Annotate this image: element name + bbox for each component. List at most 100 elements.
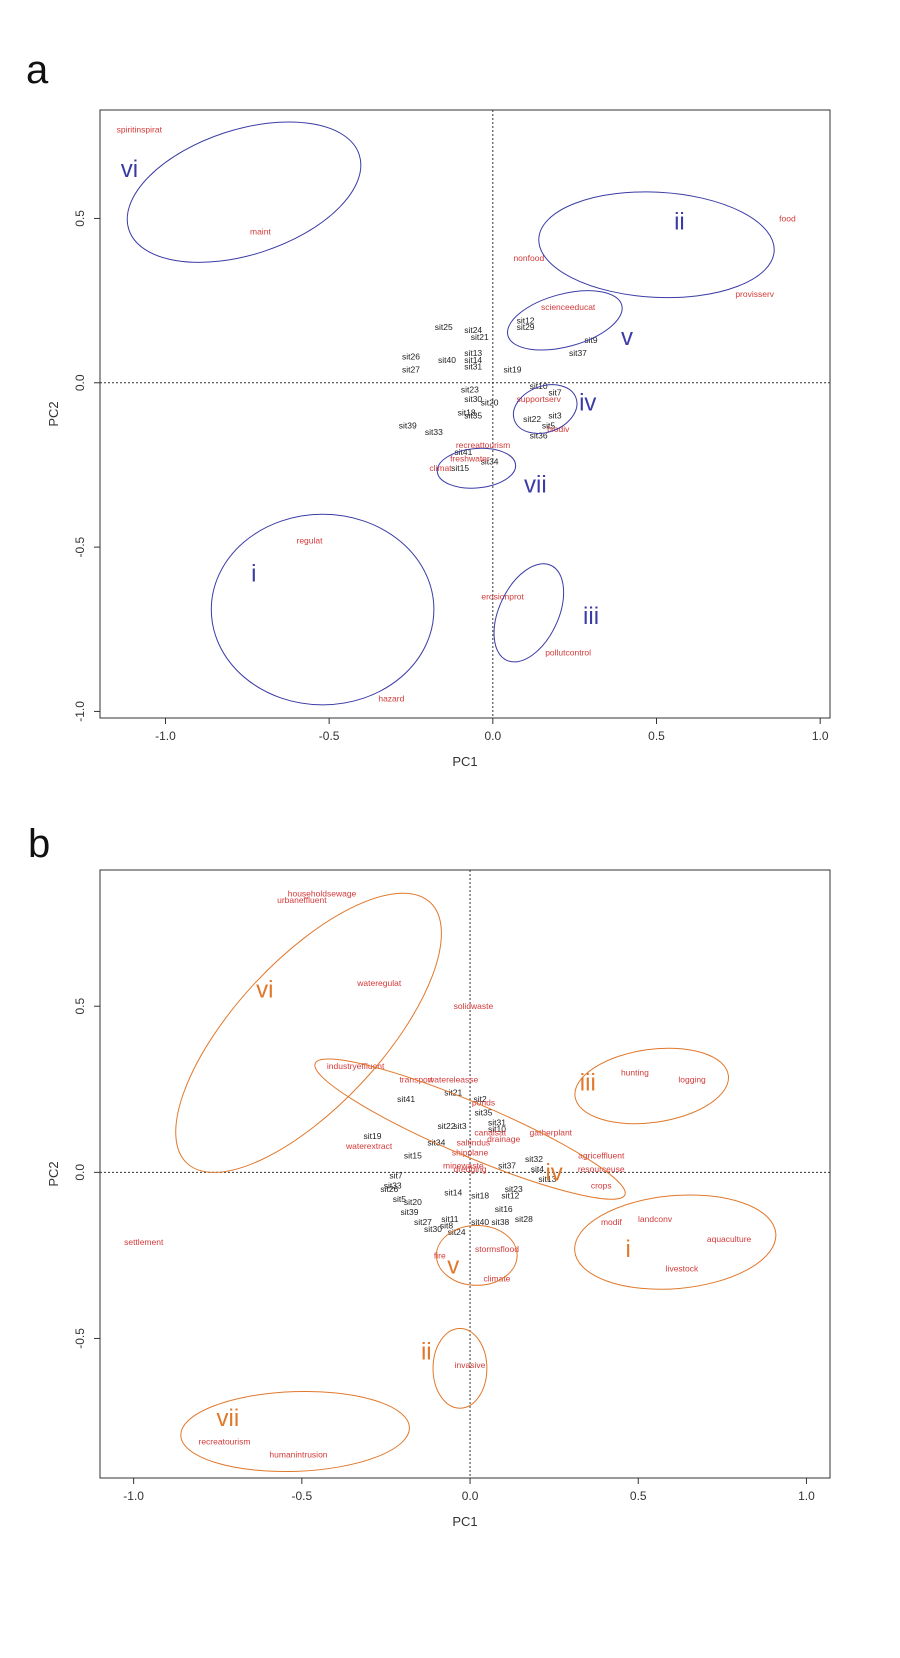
site-label: sit28 [515, 1214, 533, 1224]
variable-label: householdsewage [288, 888, 357, 898]
variable-label: livestock [666, 1264, 699, 1274]
site-label: sit36 [530, 430, 548, 440]
variable-label: waterextract [345, 1141, 393, 1151]
variable-label: minewaste [443, 1161, 484, 1171]
site-label: sit18 [458, 407, 476, 417]
variable-label: supportserv [516, 394, 561, 404]
x-tick-label-a: -1.0 [155, 729, 176, 743]
x-axis-title-a: PC1 [452, 754, 477, 769]
variable-label: spiritinspirat [117, 125, 163, 135]
site-label: sit8 [440, 1220, 454, 1230]
site-label: sit31 [464, 361, 482, 371]
biplot-panel-a: -1.0 -0.5 0.0 0.5 1.0 -1.0 -0.5 0.0 0.5 PC1 PC2 sit… [46, 109, 831, 769]
y-tick-label-b: 0.0 [73, 1164, 87, 1181]
group-label-i: i [251, 560, 256, 587]
x-tick-label-a: 0.0 [484, 729, 501, 743]
variable-label: gatherplant [530, 1127, 573, 1137]
site-label: sit30 [464, 394, 482, 404]
variable-label: maint [250, 227, 271, 237]
variable-label: settlement [124, 1237, 164, 1247]
group-ellipse-ii [538, 191, 775, 299]
site-label: sit34 [427, 1137, 445, 1147]
group-label-iv: iv [579, 389, 596, 416]
group-label-vi: vi [121, 156, 138, 183]
x-axis-title-b: PC1 [452, 1514, 477, 1529]
group-label-ii: ii [421, 1339, 432, 1366]
site-label: sit16 [495, 1204, 513, 1214]
variable-label: food [779, 213, 796, 223]
site-label: sit14 [464, 355, 482, 365]
site-label: sit4 [531, 1164, 545, 1174]
site-label: sit3 [548, 411, 562, 421]
site-label: sit5 [542, 421, 556, 431]
variable-label: recreattourism [456, 440, 510, 450]
variable-label: erosionprot [481, 591, 524, 601]
panel-letter-b: b [28, 822, 51, 866]
site-label: sit33 [384, 1181, 402, 1191]
variable-label: pollutcontrol [545, 647, 591, 657]
group-label-iv: iv [545, 1159, 562, 1186]
variable-label: nonfood [513, 253, 544, 263]
biplot-panel-b: -1.0 -0.5 0.0 0.5 1.0 -0.5 0.0 0.5 PC1 PC2 sit21 si… [46, 869, 831, 1529]
variable-label: fire [434, 1250, 446, 1260]
variable-label: transport [399, 1074, 433, 1084]
group-ellipse-iv [512, 384, 578, 434]
site-label: sit26 [380, 1184, 398, 1194]
variable-label: aquaculture [707, 1234, 752, 1244]
site-label: sit2 [474, 1094, 488, 1104]
site-label: sit18 [471, 1191, 489, 1201]
site-label: sit23 [505, 1184, 523, 1194]
site-label: sit3 [453, 1121, 467, 1131]
site-label: sit35 [475, 1108, 493, 1118]
y-tick-label-a: 0.0 [73, 374, 87, 391]
site-label: sit34 [481, 457, 499, 467]
y-tick-label-a: -0.5 [73, 536, 87, 557]
variable-label: hunting [621, 1068, 649, 1078]
site-label: sit26 [402, 351, 420, 361]
panel-letter-a: a [26, 48, 49, 92]
site-label: sit9 [584, 335, 598, 345]
site-label: sit13 [538, 1174, 556, 1184]
site-label: sit21 [471, 332, 489, 342]
variable-label: solidwaste [454, 1001, 494, 1011]
site-label: sit29 [517, 322, 535, 332]
site-label: sit30 [424, 1224, 442, 1234]
site-label: sit27 [402, 365, 420, 375]
site-label: sit15 [404, 1151, 422, 1161]
site-label: sit19 [364, 1131, 382, 1141]
variable-label: freshwater [450, 453, 490, 463]
site-label: sit5 [393, 1194, 407, 1204]
site-label: sit13 [464, 348, 482, 358]
variable-label: modif [601, 1217, 622, 1227]
group-label-iii: iii [583, 603, 599, 630]
group-ellipse-iv [314, 1058, 626, 1200]
site-label: sit25 [435, 322, 453, 332]
site-label: sit10 [488, 1124, 506, 1134]
y-tick-label-b: -0.5 [73, 1328, 87, 1349]
x-tick-label-b: -0.5 [291, 1489, 312, 1503]
variable-label: industryeffluent [327, 1061, 385, 1071]
group-label-vii: vii [216, 1405, 239, 1432]
variable-label: wateregulat [356, 978, 402, 988]
site-label: sit20 [481, 397, 499, 407]
group-label-v: v [447, 1252, 459, 1279]
variable-label: canalsat [474, 1127, 506, 1137]
group-ellipse-v [507, 290, 623, 351]
x-tick-label-b: 0.0 [462, 1489, 479, 1503]
variable-label: watereleasse [427, 1074, 478, 1084]
site-label: sit37 [498, 1161, 516, 1171]
variable-label: scienceeducat [541, 302, 596, 312]
plot-frame-b [99, 869, 831, 1479]
site-label: sit12 [501, 1191, 519, 1201]
site-label: sit41 [397, 1094, 415, 1104]
group-ellipse-vi [175, 892, 442, 1173]
group-label-i: i [625, 1236, 630, 1263]
group-ellipse-iii [574, 1047, 729, 1125]
group-label-vii: vii [524, 472, 547, 499]
site-label: sit24 [464, 325, 482, 335]
variable-label: recreatourism [198, 1436, 250, 1446]
variable-label: dredging [453, 1164, 486, 1174]
variable-label: agriceffluent [578, 1151, 625, 1161]
variable-label: humanintrusion [269, 1450, 327, 1460]
site-label: sit15 [451, 463, 469, 473]
